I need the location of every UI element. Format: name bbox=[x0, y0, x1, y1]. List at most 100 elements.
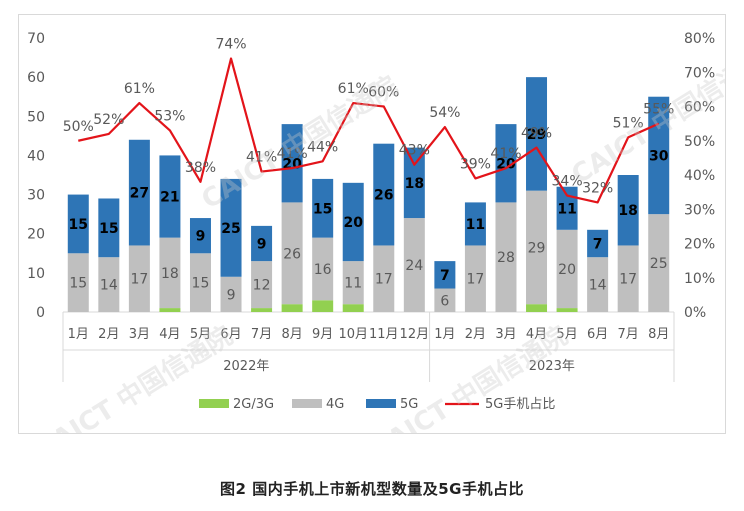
month-label: 4月 bbox=[526, 327, 547, 342]
ratio-label: 44% bbox=[307, 139, 338, 155]
y-right-tick-label: 10% bbox=[684, 271, 715, 287]
y-left-tick-label: 60 bbox=[27, 70, 45, 86]
bar-4g-value-label: 15 bbox=[192, 276, 210, 292]
bar-5g-value-label: 18 bbox=[405, 176, 424, 192]
legend-label: 5G bbox=[400, 397, 418, 412]
month-label: 6月 bbox=[220, 327, 241, 342]
ratio-label: 53% bbox=[154, 108, 185, 124]
bar-4g-10 bbox=[342, 261, 364, 305]
new-phone-models-chart: 0 10 20 30 40 50 60 70 0% 10% 20% 30% 40% 50% 60% 70% 80… bbox=[27, 31, 725, 433]
bar-5g-value-label: 27 bbox=[130, 186, 149, 202]
bar-2g-3g-7 bbox=[251, 308, 273, 312]
month-label: 12月 bbox=[400, 327, 430, 342]
month-label: 3月 bbox=[129, 327, 150, 342]
y-right-tick-label: 0% bbox=[684, 305, 706, 321]
month-label: 5月 bbox=[556, 327, 577, 342]
bar-4g-value-label: 26 bbox=[283, 246, 301, 262]
bar-4g-value-label: 18 bbox=[161, 266, 179, 282]
y-right-tick-label: 20% bbox=[684, 237, 715, 253]
ratio-label: 43% bbox=[399, 143, 430, 159]
bar-4g-14 bbox=[464, 245, 486, 312]
month-label: 1月 bbox=[434, 327, 455, 342]
month-label: 8月 bbox=[648, 327, 669, 342]
bar-2g-3g-16 bbox=[526, 304, 548, 312]
bar-4g-value-label: 14 bbox=[589, 278, 607, 294]
bar-4g-value-label: 14 bbox=[100, 278, 118, 294]
bar-5g-13 bbox=[434, 261, 456, 289]
bar-4g-value-label: 15 bbox=[69, 276, 87, 292]
ratio-label: 39% bbox=[460, 156, 491, 172]
bar-4g-value-label: 6 bbox=[440, 293, 449, 309]
legend-label: 5G手机占比 bbox=[485, 397, 555, 412]
ratio-line bbox=[78, 57, 660, 204]
bar-5g-value-label: 20 bbox=[343, 215, 363, 231]
legend-swatch-3 bbox=[366, 399, 396, 408]
month-label: 10月 bbox=[338, 327, 368, 342]
bar-5g-9 bbox=[312, 178, 334, 238]
bar-4g-8 bbox=[281, 202, 303, 305]
ratio-label: 49% bbox=[521, 126, 552, 142]
bar-5g-19 bbox=[617, 175, 639, 246]
bar-4g-value-label: 28 bbox=[497, 250, 515, 266]
y-right-tick-label: 80% bbox=[684, 31, 715, 47]
ratio-label: 32% bbox=[582, 180, 613, 196]
bar-4g-18 bbox=[587, 257, 609, 312]
bar-4g-value-label: 17 bbox=[467, 272, 485, 288]
bar-4g-13 bbox=[434, 288, 456, 312]
month-label: 3月 bbox=[495, 327, 516, 342]
bar-4g-value-label: 9 bbox=[227, 287, 236, 303]
bar-2g-3g-8 bbox=[281, 304, 303, 312]
figure-caption: 图2 国内手机上市新机型数量及5G手机占比 bbox=[220, 480, 524, 498]
bar-4g-value-label: 11 bbox=[344, 276, 362, 292]
month-label: 9月 bbox=[312, 327, 333, 342]
ratio-label: 34% bbox=[552, 174, 583, 190]
ratio-label: 51% bbox=[613, 115, 644, 131]
bar-4g-19 bbox=[617, 245, 639, 312]
y-left-tick-label: 0 bbox=[36, 305, 45, 321]
y-left-tick-label: 10 bbox=[27, 266, 45, 282]
ratio-label: 55% bbox=[643, 102, 674, 118]
bar-5g-value-label: 15 bbox=[99, 221, 118, 237]
bar-5g-2 bbox=[98, 198, 120, 258]
bar-5g-7 bbox=[251, 225, 273, 262]
bar-4g-7 bbox=[251, 261, 273, 309]
bar-4g-value-label: 25 bbox=[650, 256, 668, 272]
year-label: 2023年 bbox=[529, 359, 575, 374]
bar-4g-value-label: 24 bbox=[405, 258, 423, 274]
bar-5g-value-label: 29 bbox=[527, 127, 546, 143]
bar-4g-3 bbox=[128, 245, 150, 312]
bar-5g-18 bbox=[587, 229, 609, 258]
chart-frame: 0 10 20 30 40 50 60 70 0% 10% 20% 30% 40% 50% 60% 70% 80… bbox=[18, 14, 726, 434]
month-label: 7月 bbox=[251, 327, 272, 342]
bar-5g-value-label: 15 bbox=[313, 201, 332, 217]
bar-5g-value-label: 26 bbox=[374, 188, 393, 204]
month-label: 8月 bbox=[281, 327, 302, 342]
ratio-label: 41% bbox=[246, 150, 277, 166]
bar-5g-16 bbox=[526, 77, 548, 191]
bar-5g-value-label: 18 bbox=[618, 203, 637, 219]
bar-2g-3g-4 bbox=[159, 308, 181, 312]
y-right-tick-label: 70% bbox=[684, 65, 715, 81]
y-left-tick-label: 40 bbox=[27, 148, 45, 164]
bar-2g-3g-10 bbox=[342, 304, 364, 312]
bar-5g-15 bbox=[495, 124, 517, 203]
ratio-label: 74% bbox=[215, 37, 246, 53]
bar-5g-value-label: 7 bbox=[440, 268, 450, 284]
bar-4g-value-label: 17 bbox=[619, 272, 637, 288]
bar-5g-value-label: 20 bbox=[496, 156, 516, 172]
month-label: 5月 bbox=[190, 327, 211, 342]
bar-4g-9 bbox=[312, 237, 334, 301]
bar-5g-value-label: 30 bbox=[649, 148, 669, 164]
year-label: 2022年 bbox=[223, 359, 269, 374]
bar-5g-value-label: 15 bbox=[69, 217, 88, 233]
y-left-tick-label: 30 bbox=[27, 188, 45, 204]
legend-swatch-1 bbox=[199, 399, 229, 408]
y-left-tick-label: 70 bbox=[27, 31, 45, 47]
ratio-label: 60% bbox=[368, 85, 399, 101]
bar-4g-12 bbox=[403, 218, 425, 312]
legend-label: 4G bbox=[326, 397, 344, 412]
bar-5g-5 bbox=[189, 218, 211, 254]
bar-5g-value-label: 7 bbox=[593, 237, 603, 253]
bar-4g-11 bbox=[373, 245, 395, 312]
bar-5g-value-label: 9 bbox=[257, 237, 267, 253]
